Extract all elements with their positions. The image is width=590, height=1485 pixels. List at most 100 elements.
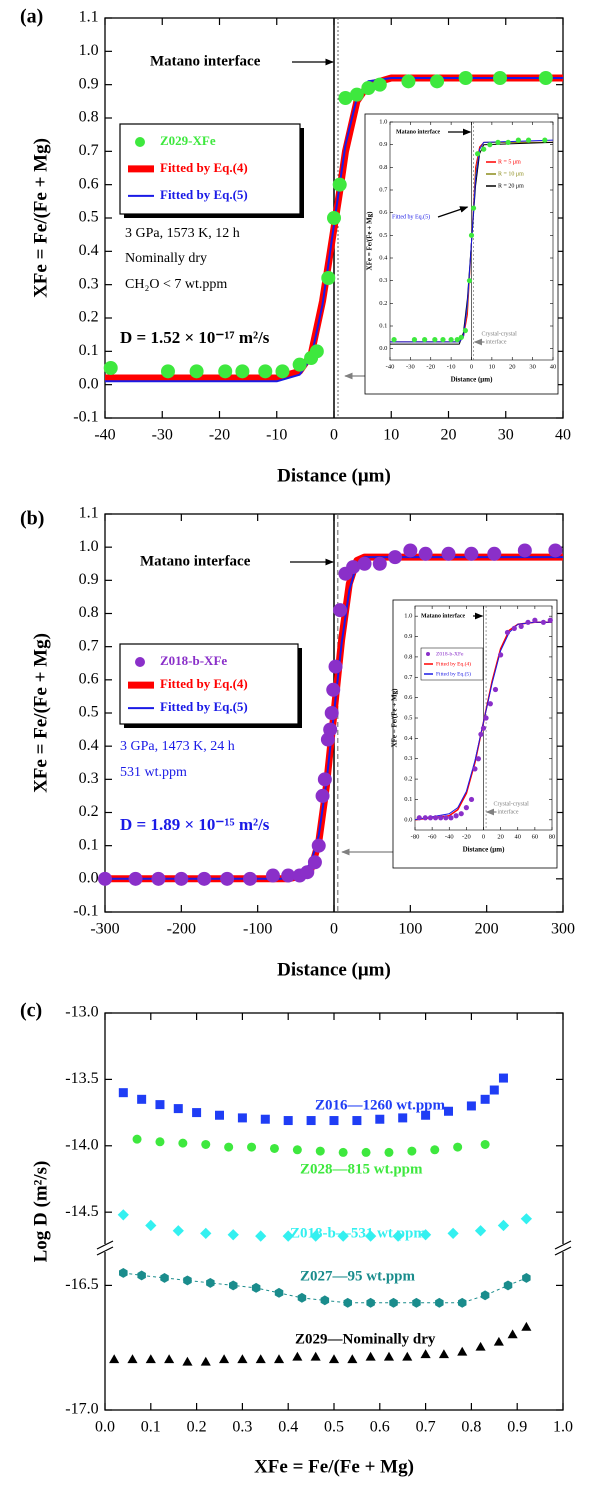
data-point: [474, 1225, 487, 1237]
x-tick-label: 0.0: [95, 1418, 115, 1435]
x-tick-label: 40: [555, 426, 571, 443]
data-point: [172, 1225, 184, 1237]
data-point: [463, 805, 469, 811]
data-point: [103, 361, 118, 375]
series-label: Z027—95 wt.ppm: [300, 1268, 416, 1284]
data-point: [438, 1349, 449, 1359]
y-tick-label: 0.5: [79, 209, 99, 226]
data-point: [481, 146, 487, 152]
data-point: [109, 1354, 120, 1364]
y-tick-label: 0.3: [379, 277, 387, 284]
data-point: [538, 71, 553, 85]
annotation: 3 GPa, 1473 K, 24 h: [120, 739, 235, 754]
data-point: [525, 137, 532, 143]
data-point: [365, 1351, 376, 1361]
data-point: [462, 327, 468, 334]
data-point: [430, 74, 445, 89]
data-point: [454, 337, 460, 343]
data-point: [347, 1354, 358, 1364]
annotation: Matano interface: [140, 553, 251, 569]
x-tick-label: 0.7: [416, 1418, 436, 1435]
data-point: [128, 871, 143, 886]
data-point: [515, 137, 521, 143]
x-tick-label: 60: [532, 834, 539, 841]
data-point: [315, 788, 330, 803]
x-tick-label: 0.6: [370, 1418, 390, 1435]
x-tick-label: 0.9: [507, 1418, 527, 1435]
data-point: [466, 1101, 476, 1111]
x-tick-label: -200: [167, 920, 196, 937]
data-point: [470, 205, 477, 211]
data-point: [174, 871, 189, 886]
data-point: [468, 796, 475, 803]
x-tick-label: 30: [498, 426, 514, 443]
x-tick-label: 20: [441, 426, 457, 443]
y-tick-label: -14.0: [65, 1136, 98, 1153]
y-tick-label: 0.5: [79, 704, 99, 721]
inset-legend-label: R = 5 μm: [498, 159, 521, 165]
data-point: [441, 546, 456, 561]
data-point: [155, 1137, 165, 1147]
data-point: [361, 81, 376, 95]
y-tick-label: 1.0: [79, 42, 99, 59]
data-point: [480, 1139, 490, 1149]
y-tick-label: 0.2: [79, 803, 99, 820]
y-tick-label: 0.0: [404, 816, 412, 823]
data-point: [468, 232, 475, 238]
data-point: [472, 766, 478, 772]
data-point: [227, 1229, 239, 1241]
data-point: [495, 139, 501, 145]
y-axis-label: XFe = Fe/(Fe + Mg): [30, 138, 51, 298]
data-point: [237, 1113, 247, 1123]
data-point: [292, 1351, 303, 1361]
y-tick-label: 0.8: [379, 164, 387, 171]
data-point: [453, 1142, 463, 1152]
y-tick-label: 0.1: [79, 342, 99, 359]
data-point: [466, 278, 473, 284]
axis-break: [96, 1240, 114, 1250]
data-point: [444, 1106, 453, 1116]
data-point: [201, 1139, 211, 1149]
data-point: [258, 364, 273, 379]
data-point: [372, 556, 387, 571]
data-point: [489, 1085, 499, 1095]
data-point: [137, 1094, 147, 1104]
y-tick-label: -0.1: [73, 903, 98, 920]
x-tick-label: 0.1: [141, 1418, 161, 1435]
data-point: [372, 77, 387, 92]
data-point: [315, 1146, 325, 1156]
data-point: [206, 1278, 215, 1288]
data-point: [173, 1104, 183, 1114]
data-point: [392, 1230, 404, 1242]
annotation: D = 1.89 × 10⁻¹⁵ m²/s: [120, 815, 270, 834]
data-point: [329, 1116, 339, 1126]
y-tick-label: 0.3: [79, 275, 99, 292]
data-point: [311, 838, 326, 853]
data-point: [403, 543, 418, 558]
data-point: [164, 1354, 175, 1364]
legend-shadow: [124, 724, 302, 728]
data-point: [547, 617, 553, 623]
x-tick-label: -30: [152, 426, 173, 443]
x-tick-label: -20: [462, 834, 471, 841]
data-point: [282, 1230, 294, 1242]
y-tick-label: 0.4: [379, 254, 388, 261]
data-point: [492, 686, 499, 693]
data-point: [416, 815, 422, 821]
data-point: [178, 1138, 188, 1148]
x-tick-label: 1.0: [553, 1418, 573, 1435]
data-point: [281, 868, 296, 883]
data-point: [255, 1354, 266, 1364]
data-point: [183, 1275, 192, 1286]
data-point: [145, 1219, 157, 1232]
data-point: [458, 1297, 467, 1308]
axis-break: [554, 1246, 572, 1256]
inset-legend-label: Z018-b-XFe: [436, 651, 464, 657]
data-point: [218, 364, 233, 379]
data-point: [418, 546, 433, 561]
y-tick-label: 0.2: [379, 300, 387, 307]
y-tick-label: 0.6: [79, 671, 99, 688]
data-point: [518, 623, 524, 629]
y-axis-label: XFe = Fe/(Fe + Mg): [30, 633, 51, 793]
data-point: [243, 871, 258, 886]
